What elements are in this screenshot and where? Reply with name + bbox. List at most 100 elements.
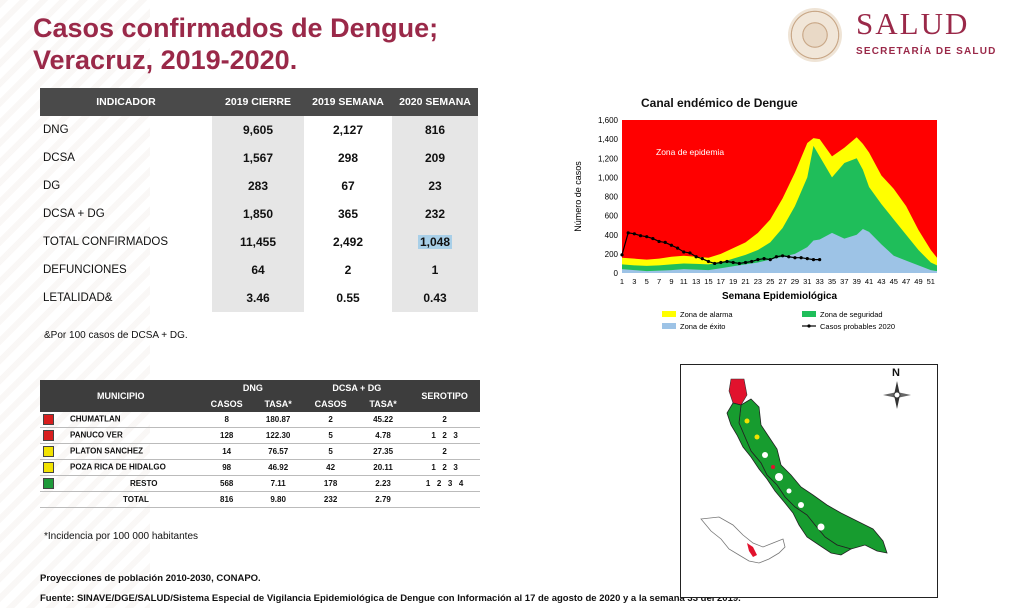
casos-2020-point [713,261,717,266]
casos-2020-point [805,257,809,261]
value-2019-cierre: 283 [212,172,304,200]
indicator-label: DG [43,180,61,192]
serotipo-cell [409,491,480,508]
x-tick-label: 19 [729,277,737,286]
casos-2020-point [645,235,649,239]
value-2019-semana: 298 [304,144,392,172]
x-tick-label: 1 [620,277,624,286]
casos-2020-point [688,251,692,255]
x-tick-label: 37 [840,277,848,286]
indicator-label: DNG [43,124,69,136]
indicator-label: DEFUNCIONES [43,264,127,276]
serotipo-value: 1 [425,479,431,488]
municipio-dcsa-casos: 178 [304,475,357,492]
casos-2020-point [663,240,667,244]
y-tick-label: 200 [605,250,619,259]
municipio-name: RESTO [130,478,158,488]
municipio-dcsa-casos: 42 [304,459,357,476]
x-tick-label: 25 [766,277,774,286]
legend-swatch [802,311,816,317]
highlighted-value: 1,048 [417,235,453,249]
x-tick-label: 39 [853,277,861,286]
value-2020-semana: 0.43 [392,284,478,312]
value-2019-cierre: 1,567 [212,144,304,172]
value-2019-cierre: 3.46 [212,284,304,312]
header-dcsa-dg: DCSA + DG [304,380,410,396]
casos-2020-point [768,258,772,262]
casos-2020-point [799,256,803,260]
y-tick-label: 1,000 [598,173,619,182]
serotipo-value: 3 [453,463,458,472]
municipio-dcsa-casos: 232 [304,491,357,508]
x-tick-label: 31 [803,277,811,286]
casos-2020-point [657,239,661,244]
source-note: Fuente: SINAVE/DGE/SALUD/Sistema Especia… [40,593,741,604]
y-tick-label: 1,400 [598,135,619,144]
indicator-row: DNG 9,605 2,127 816 [40,116,478,144]
municipio-row: PLATON SANCHEZ 14 76.57 5 27.35 2 [40,443,480,460]
municipio-name: TOTAL [123,495,149,504]
incidencia-footnote: *Incidencia por 100 000 habitantes [44,531,199,542]
municipio-dcsa-tasa: 20.11 [356,459,410,476]
x-tick-label: 9 [669,277,673,286]
casos-2020-point [700,257,704,261]
serotipo-cell: 2 [409,412,480,428]
x-tick-label: 5 [645,277,649,286]
value-2019-semana: 67 [304,172,392,200]
x-tick-label: 17 [717,277,725,286]
y-tick-label: 800 [605,193,619,202]
serotipo-value: 2 [442,463,447,472]
risk-color-swatch [43,462,54,473]
municipio-dcsa-tasa: 4.78 [356,427,410,444]
municipio-name-cell: TOTAL [40,491,202,508]
municipio-dcsa-casos: 2 [304,412,357,428]
legend-entry: Casos probables 2020 [820,322,895,331]
map-panel: N [680,364,938,598]
municipio-name: POZA RICA DE HIDALGO [70,462,166,472]
municipio-dng-casos: 568 [201,475,252,492]
y-tick-label: 1,200 [598,154,619,163]
risk-color-swatch [43,446,54,457]
y-axis-label: Número de casos [573,161,583,232]
municipio-row: TOTAL 816 9.80 232 2.79 [40,491,480,508]
compass-north-label: N [892,367,900,379]
casos-2020-point [743,260,748,265]
header-indicador: INDICADOR [40,88,212,116]
risk-color-swatch [43,430,54,441]
municipio-dng-tasa: 180.87 [251,412,305,428]
value-2019-semana: 365 [304,200,392,228]
value-2019-semana: 2 [304,256,392,284]
projection-note: Proyecciones de población 2010-2030, CON… [40,573,261,584]
indicator-row: LETALIDAD& 3.46 0.55 0.43 [40,284,478,312]
casos-2020-point [750,259,754,264]
municipio-dcsa-tasa: 27.35 [356,443,410,460]
municipio-name: PANUCO VER [70,430,123,440]
header-2020-semana: 2020 SEMANA [392,88,478,116]
municipio-name-cell: CHUMATLAN [40,412,202,428]
municipio-name-cell: PANUCO VER [40,427,202,444]
header-2019-semana: 2019 SEMANA [304,88,392,116]
indicator-row: TOTAL CONFIRMADOS 11,455 2,492 1,048 [40,228,478,256]
y-tick-label: 400 [605,231,619,240]
municipio-name-cell: RESTO [40,475,202,492]
header-dng: DNG [201,380,305,396]
header-dcsa-tasa: TASA* [356,396,410,412]
casos-2020-point [762,257,766,261]
casos-2020-point [669,243,674,247]
serotipo-value: 4 [458,479,464,488]
municipio-name-cell: PLATON SANCHEZ [40,443,202,460]
x-tick-label: 51 [927,277,935,286]
casos-2020-point [632,232,636,236]
secretaria-subtitle: SECRETARÍA DE SALUD [856,46,997,57]
indicator-row: DG 283 67 23 [40,172,478,200]
casos-2020-point [737,261,741,266]
municipio-row: RESTO 568 7.11 178 2.23 1 2 3 4 [40,475,480,492]
x-tick-label: 33 [815,277,823,286]
indicator-table: INDICADOR 2019 CIERRE 2019 SEMANA 2020 S… [40,88,478,312]
salud-logo-text: SALUD [856,6,970,41]
value-2020-semana: 1,048 [392,228,478,256]
municipio-name-cell: POZA RICA DE HIDALGO [40,459,202,476]
